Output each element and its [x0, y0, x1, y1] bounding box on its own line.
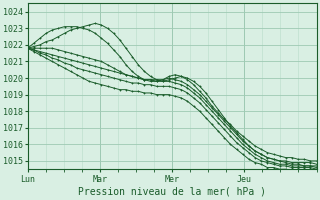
X-axis label: Pression niveau de la mer( hPa ): Pression niveau de la mer( hPa ) [78, 187, 266, 197]
